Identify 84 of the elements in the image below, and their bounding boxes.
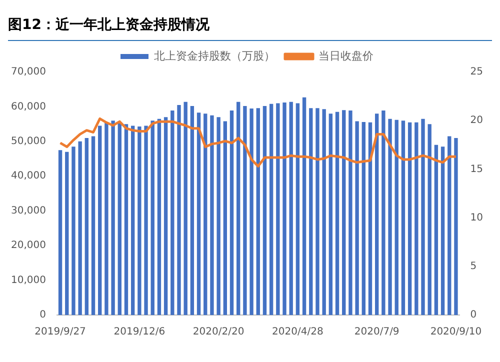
y-tick-label: 30,000: [10, 205, 46, 216]
bar: [196, 112, 201, 315]
bar: [401, 120, 406, 315]
bar: [394, 120, 398, 315]
bar: [434, 144, 438, 315]
bar: [276, 103, 280, 315]
bar: [170, 110, 174, 315]
bar: [236, 102, 240, 315]
bar: [342, 110, 346, 315]
y-tick-label: 20,000: [10, 240, 46, 252]
bar: [210, 115, 214, 315]
bar: [144, 126, 148, 315]
y-tick-label: 0: [40, 310, 46, 321]
bar: [118, 122, 122, 315]
bar: [440, 146, 445, 315]
y2-tick-label: 5: [470, 260, 477, 272]
y2-tick-label: 20: [470, 115, 484, 126]
bar: [454, 138, 458, 315]
bar: [408, 122, 412, 315]
x-tick-label: 2019/9/27: [34, 326, 86, 338]
bar: [177, 104, 181, 315]
chart-title: 图12：近一年北上资金持股情况: [8, 8, 492, 41]
bar: [204, 114, 208, 315]
y-tick-label: 50,000: [10, 136, 46, 148]
bar: [421, 118, 425, 315]
bar: [296, 103, 300, 315]
y-tick-label: 40,000: [10, 170, 46, 182]
y-tick-label: 10,000: [10, 274, 46, 286]
bar: [302, 97, 306, 315]
bar: [124, 124, 128, 315]
bar: [428, 124, 432, 315]
bar: [256, 108, 260, 315]
bar: [98, 126, 102, 315]
y-tick-label: 60,000: [10, 101, 46, 112]
x-tick-label: 2020/2/20: [192, 326, 244, 338]
bar: [414, 122, 418, 315]
bar: [91, 136, 96, 315]
y2-tick-label: 10: [470, 212, 484, 224]
bar: [374, 114, 379, 315]
bar: [78, 141, 82, 315]
bar: [111, 120, 115, 315]
bar: [316, 108, 320, 315]
bar: [230, 110, 234, 315]
bar: [382, 110, 386, 315]
bar: [138, 126, 142, 315]
bar: [250, 108, 254, 315]
bar: [335, 112, 340, 315]
bar: [328, 114, 333, 315]
bar: [104, 122, 108, 315]
legend-label: 北上资金持股数（万股）: [154, 49, 275, 62]
bar: [184, 102, 188, 315]
bar: [157, 118, 162, 315]
bar: [216, 117, 220, 315]
bar: [348, 110, 352, 315]
x-tick-label: 2020/4/28: [272, 326, 324, 338]
x-tick-label: 2019/12/6: [114, 326, 166, 338]
bar: [243, 106, 247, 315]
x-tick-label: 2020/7/9: [354, 326, 400, 338]
bar: [368, 122, 372, 315]
bar: [190, 106, 194, 315]
bar: [130, 126, 135, 315]
bar: [223, 121, 228, 315]
bar: [65, 152, 69, 315]
bar: [448, 136, 452, 315]
legend-label: 当日收盘价: [318, 49, 374, 62]
bar: [322, 109, 326, 315]
bar: [282, 102, 286, 315]
bar: [355, 121, 359, 315]
bar: [388, 118, 392, 315]
bar: [362, 122, 366, 315]
bar: [58, 150, 62, 315]
bar: [289, 102, 293, 315]
bar: [269, 104, 274, 315]
bar: [262, 106, 267, 315]
bar: [150, 120, 154, 315]
y2-tick-label: 25: [470, 66, 484, 78]
bar: [309, 108, 313, 315]
bar: [84, 138, 89, 315]
bar: [72, 146, 76, 315]
bar: [164, 117, 168, 315]
y2-tick-label: 0: [470, 310, 477, 321]
y2-tick-label: 15: [470, 164, 484, 175]
y-tick-label: 70,000: [10, 66, 46, 78]
x-tick-label: 2020/9/10: [430, 326, 482, 338]
